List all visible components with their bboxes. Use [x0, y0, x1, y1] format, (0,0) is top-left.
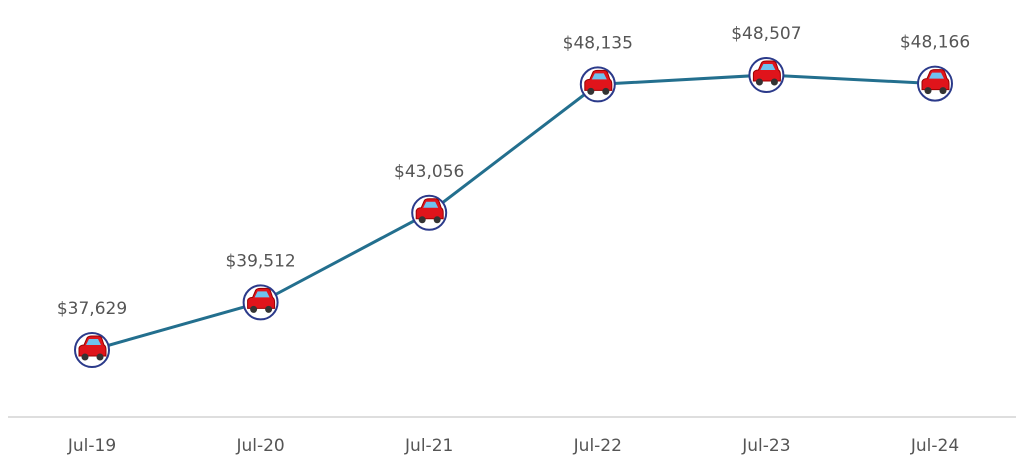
x-tick-label: Jul-23 [741, 436, 790, 456]
data-label: $48,135 [563, 33, 633, 53]
data-label: $39,512 [225, 251, 295, 271]
car-wheel [755, 78, 763, 86]
car-marker [748, 57, 785, 93]
car-window [591, 73, 607, 80]
car-wheel [433, 216, 441, 224]
car-wheel [418, 216, 426, 224]
car-body [415, 198, 444, 220]
car-marker [74, 332, 110, 368]
car-window [86, 339, 101, 345]
car-body [584, 69, 613, 91]
car-window [423, 201, 439, 208]
car-window [929, 72, 944, 79]
x-tick-label: Jul-24 [910, 436, 959, 456]
data-label: $48,507 [731, 24, 801, 44]
car-body [752, 60, 781, 82]
car-body [78, 335, 107, 357]
car-wheel [587, 87, 595, 95]
car-wheel [924, 87, 932, 95]
car-body [247, 287, 276, 309]
x-tick-label: Jul-19 [67, 436, 116, 456]
x-tick-label: Jul-20 [235, 436, 284, 456]
car-marker [242, 284, 279, 321]
car-window [760, 64, 776, 70]
car-window [254, 291, 270, 298]
car-wheel [770, 78, 778, 86]
data-label: $43,056 [394, 162, 464, 182]
car-marker [917, 65, 953, 102]
car-marker [579, 66, 616, 103]
data-label: $48,166 [900, 33, 970, 53]
line [91, 73, 936, 352]
car-wheel [96, 353, 104, 361]
x-tick-label: Jul-22 [573, 436, 622, 456]
car-wheel [602, 87, 610, 95]
car-body [921, 69, 950, 91]
car-marker [411, 194, 448, 231]
car-wheel [250, 305, 258, 313]
data-label: $37,629 [57, 299, 127, 319]
x-tick-label: Jul-21 [404, 436, 453, 456]
car-wheel [265, 305, 273, 313]
car-wheel [81, 353, 89, 361]
car-wheel [939, 87, 947, 95]
